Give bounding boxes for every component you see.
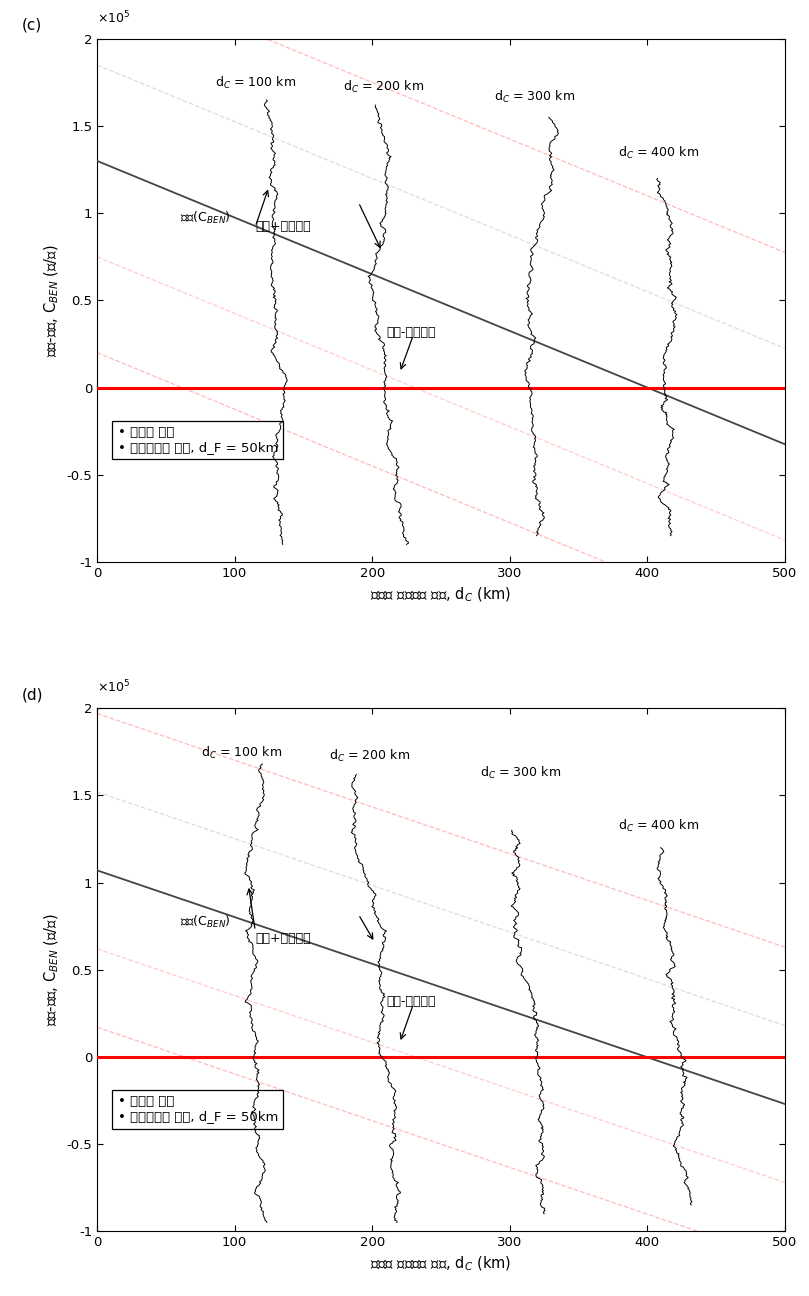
X-axis label: 재활용 시설까지 거리, d$_C$ (km): 재활용 시설까지 거리, d$_C$ (km) [371,586,511,604]
Text: • 재활용 패널
• 매립지까지 거리, d_F = 50km: • 재활용 패널 • 매립지까지 거리, d_F = 50km [118,1095,278,1124]
Text: $\times 10^5$: $\times 10^5$ [97,679,130,695]
Y-axis label: 비용-이익, C$_{BEN}$ (원/톤): 비용-이익, C$_{BEN}$ (원/톤) [43,244,61,356]
Text: 평균-표준편차: 평균-표준편차 [386,327,435,340]
Text: 평균+표준편차: 평균+표준편차 [256,932,311,945]
Text: 평균(C$_{BEN}$): 평균(C$_{BEN}$) [180,914,231,929]
Text: d$_C$ = 300 km: d$_C$ = 300 km [493,89,575,105]
Text: (d): (d) [22,687,43,702]
Text: • 재활용 벽돌
• 매립지까지 거리, d_F = 50km: • 재활용 벽돌 • 매립지까지 거리, d_F = 50km [118,426,278,454]
Y-axis label: 비용-이익, C$_{BEN}$ (원/톤): 비용-이익, C$_{BEN}$ (원/톤) [43,914,61,1026]
Text: d$_C$ = 100 km: d$_C$ = 100 km [201,744,282,761]
Text: 평균(C$_{BEN}$): 평균(C$_{BEN}$) [180,210,231,226]
X-axis label: 재활용 시설까지 거리, d$_C$ (km): 재활용 시설까지 거리, d$_C$ (km) [371,1255,511,1273]
Text: d$_C$ = 300 km: d$_C$ = 300 km [480,766,561,781]
Text: d$_C$ = 400 km: d$_C$ = 400 km [617,818,699,833]
Text: d$_C$ = 400 km: d$_C$ = 400 km [617,145,699,161]
Text: d$_C$ = 200 km: d$_C$ = 200 km [328,748,410,765]
Text: d$_C$ = 200 km: d$_C$ = 200 km [342,79,424,95]
Text: 평균+표준편차: 평균+표준편차 [256,220,311,233]
Text: 평균-표준편차: 평균-표준편차 [386,995,435,1008]
Text: (c): (c) [22,18,42,32]
Text: d$_C$ = 100 km: d$_C$ = 100 km [214,75,296,91]
Text: $\times 10^5$: $\times 10^5$ [97,9,130,26]
